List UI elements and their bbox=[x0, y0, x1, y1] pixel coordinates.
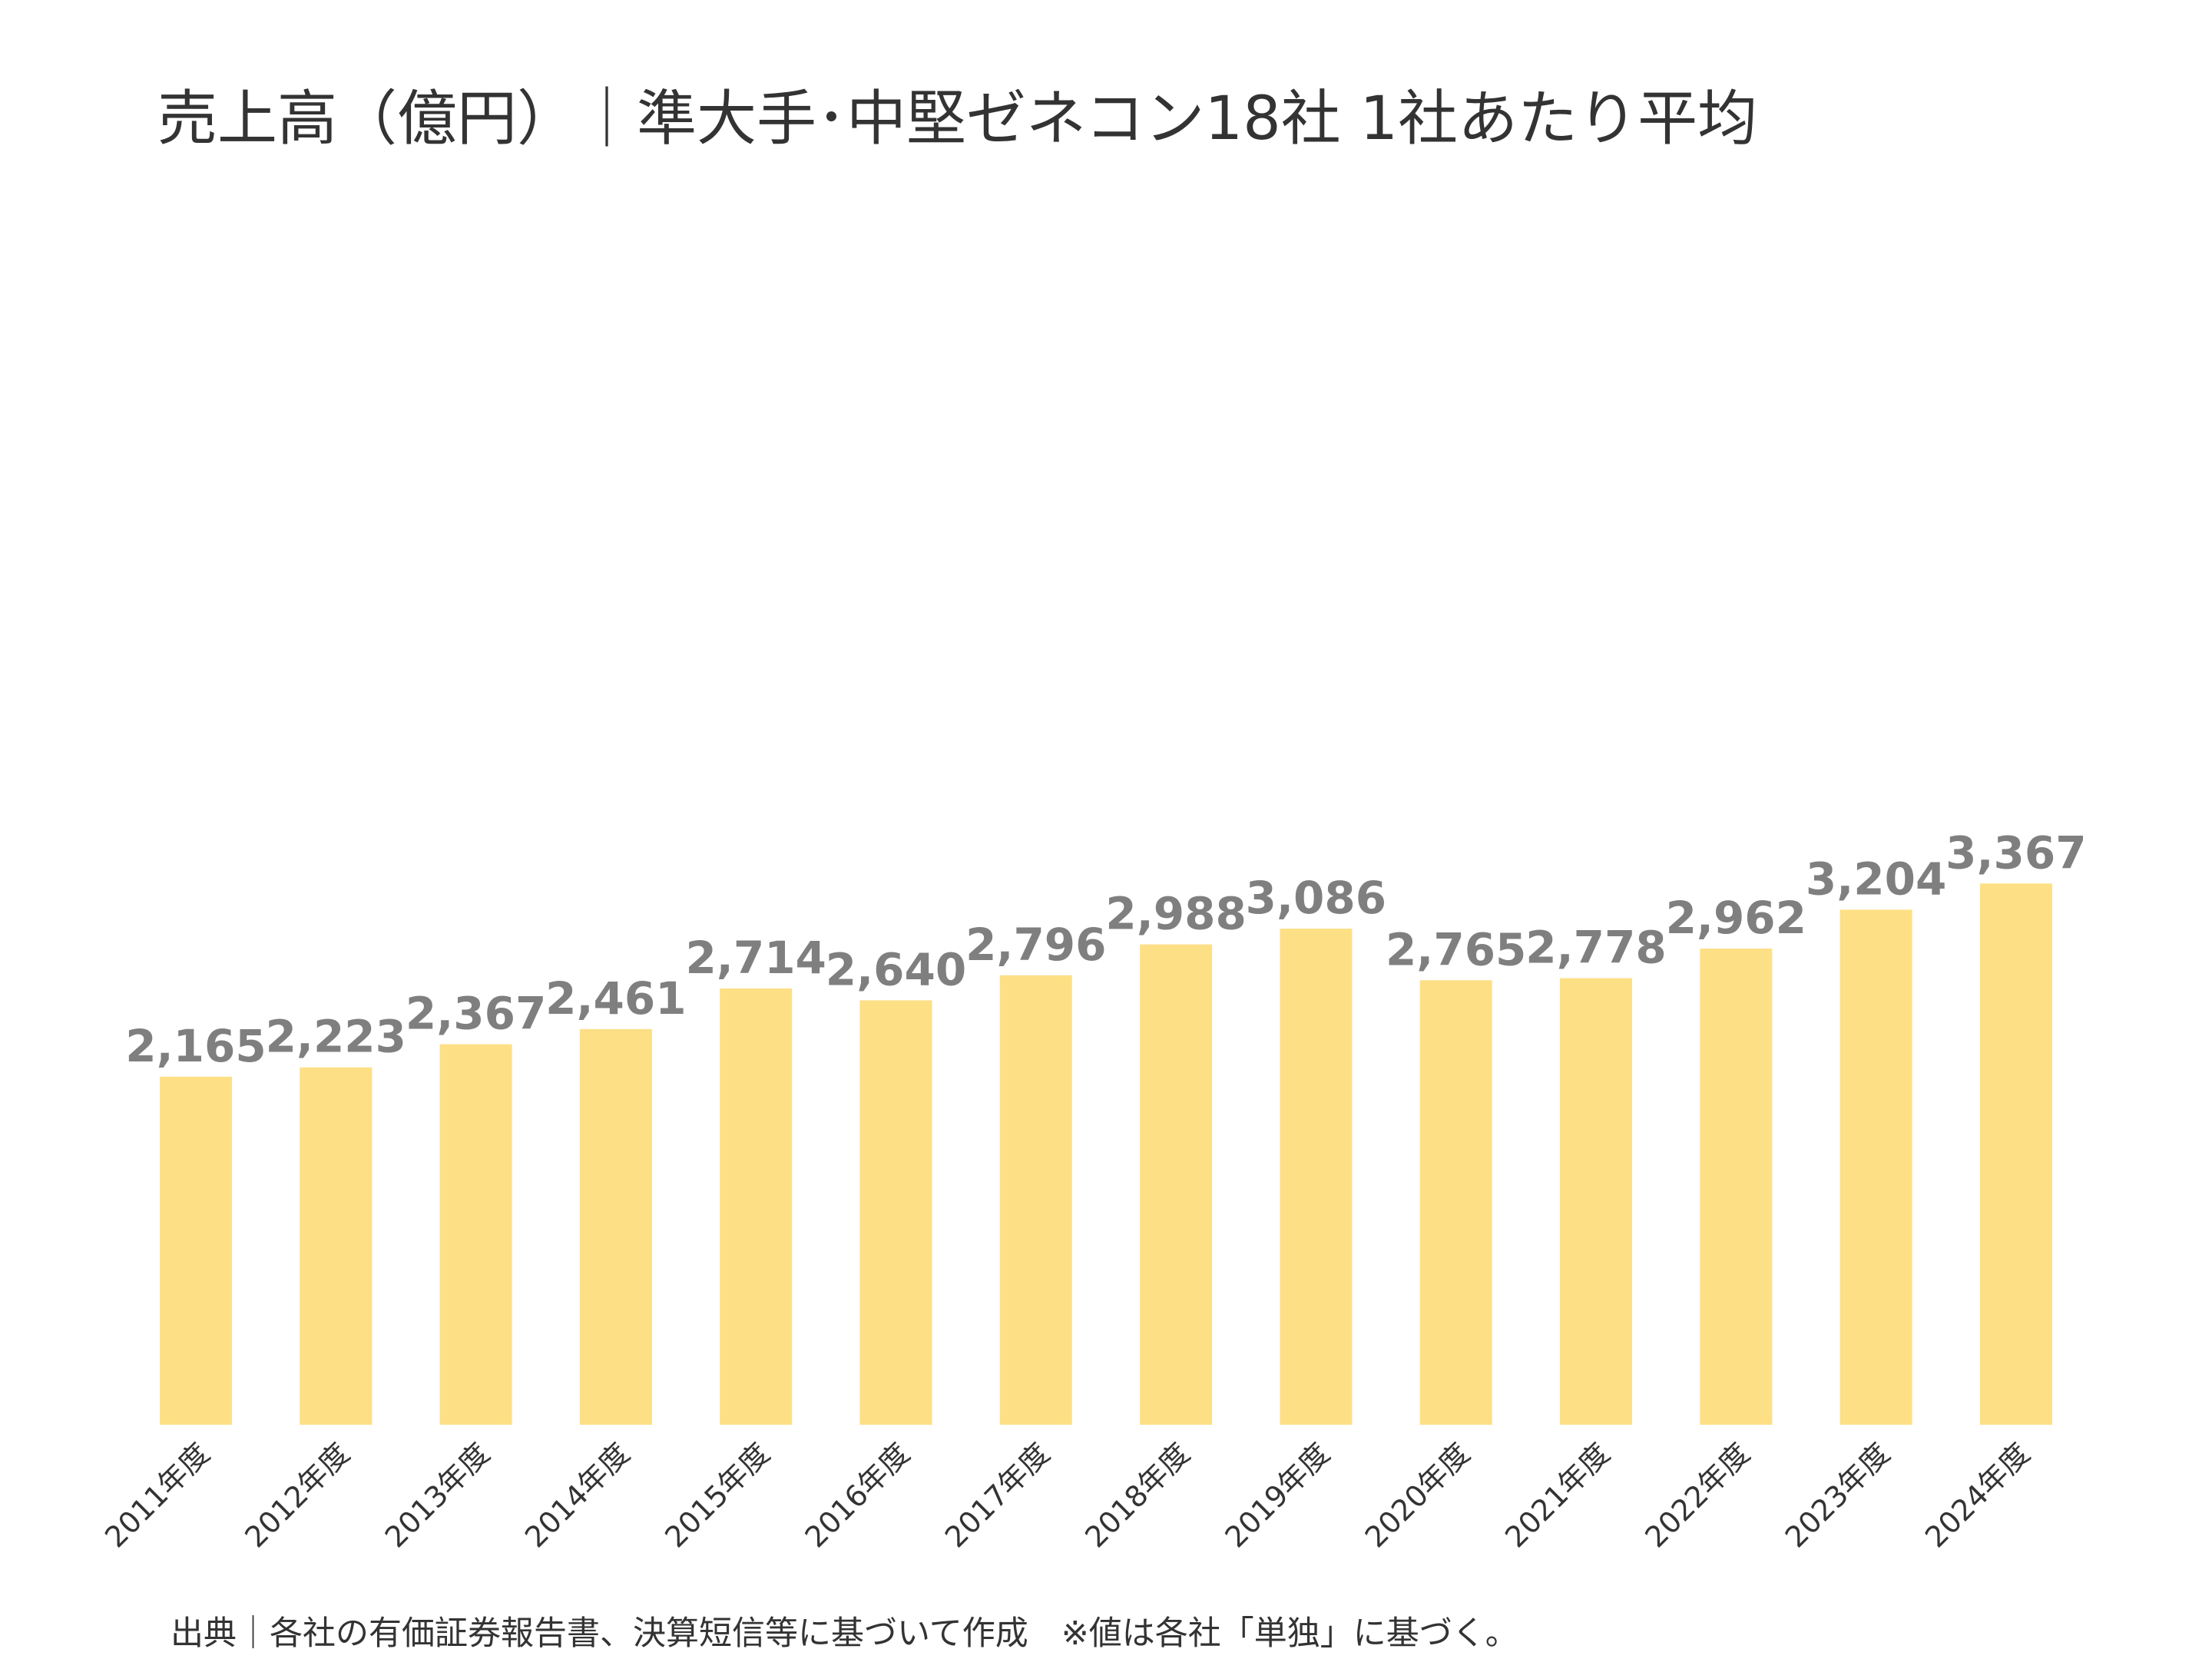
bar-2021年度 bbox=[1560, 978, 1632, 1425]
x-tick-label: 2024年度 bbox=[1919, 1436, 2036, 1554]
x-tick-label: 2021年度 bbox=[1498, 1436, 1616, 1554]
data-label: 2,988 bbox=[1105, 888, 1246, 940]
data-label: 2,461 bbox=[545, 972, 686, 1025]
bar-2018年度 bbox=[1140, 944, 1213, 1425]
bar-2014年度 bbox=[579, 1028, 652, 1425]
data-label: 2,714 bbox=[685, 932, 826, 984]
data-label: 2,640 bbox=[826, 943, 966, 995]
bar-2011年度 bbox=[160, 1076, 232, 1425]
data-label: 3,086 bbox=[1246, 872, 1386, 924]
bar-2013年度 bbox=[439, 1044, 512, 1425]
data-label: 2,796 bbox=[965, 919, 1106, 971]
x-tick-label: 2017年度 bbox=[939, 1436, 1056, 1554]
x-tick-label: 2013年度 bbox=[379, 1436, 496, 1554]
data-label: 2,367 bbox=[406, 988, 546, 1040]
bar-2015年度 bbox=[720, 988, 793, 1425]
data-label: 2,223 bbox=[266, 1011, 406, 1063]
data-label: 3,204 bbox=[1806, 853, 1946, 905]
x-tick-label: 2023年度 bbox=[1779, 1436, 1896, 1554]
x-tick-label: 2020年度 bbox=[1359, 1436, 1476, 1554]
x-tick-label: 2022年度 bbox=[1638, 1436, 1756, 1554]
x-tick-label: 2015年度 bbox=[658, 1436, 776, 1554]
bar-2019年度 bbox=[1280, 929, 1353, 1425]
bar-2024年度 bbox=[1979, 883, 2052, 1425]
bar-2012年度 bbox=[300, 1067, 373, 1425]
bar-2022年度 bbox=[1700, 949, 1773, 1425]
data-label: 2,962 bbox=[1666, 892, 1806, 944]
x-tick-label: 2018年度 bbox=[1078, 1436, 1196, 1554]
x-tick-label: 2011年度 bbox=[98, 1436, 216, 1554]
x-tick-label: 2014年度 bbox=[518, 1436, 636, 1554]
data-label: 2,165 bbox=[125, 1020, 266, 1072]
x-tick-label: 2016年度 bbox=[799, 1436, 916, 1554]
bar-2020年度 bbox=[1419, 980, 1492, 1425]
data-label: 2,778 bbox=[1525, 922, 1666, 974]
data-label: 3,367 bbox=[1945, 826, 2086, 879]
source-note: 出典｜各社の有価証券報告書、決算短信等に基づいて作成 ※値は各社「単独」に基づく… bbox=[171, 1614, 1518, 1653]
x-tick-label: 2019年度 bbox=[1219, 1436, 1336, 1554]
data-label: 2,765 bbox=[1386, 923, 1526, 975]
chart-title: 売上高（億円）｜準大手･中堅ゼネコン18社 1社あたり平均 bbox=[157, 84, 1758, 154]
x-tick-label: 2012年度 bbox=[238, 1436, 356, 1554]
bar-2023年度 bbox=[1839, 909, 1912, 1425]
bar-2017年度 bbox=[999, 975, 1072, 1425]
bar-2016年度 bbox=[859, 1000, 932, 1425]
